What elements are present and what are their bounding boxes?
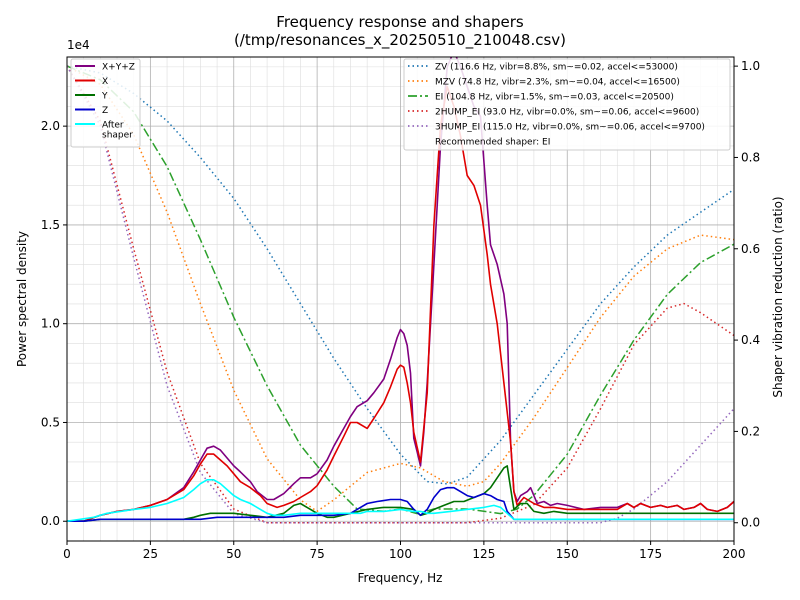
x-tick-label: 0	[63, 547, 71, 561]
y2-axis-label: Shaper vibration reduction (ratio)	[771, 196, 785, 397]
x-axis-label: Frequency, Hz	[358, 571, 443, 585]
series-line	[67, 85, 734, 522]
legend-label: X+Y+Z	[102, 63, 135, 73]
series-line	[67, 465, 734, 522]
series-line	[67, 65, 734, 513]
x-tick-label: 175	[639, 547, 662, 561]
x-tick-label: 75	[309, 547, 324, 561]
y-axis-label: Power spectral density	[15, 231, 29, 367]
x-tick-label: 50	[226, 547, 241, 561]
legend-label: After	[102, 121, 124, 131]
legend-label: EI (104.8 Hz, vibr=1.5%, sm~=0.03, accel…	[435, 93, 674, 103]
y2-tick-label: 0.8	[741, 150, 760, 164]
legend-label: 3HUMP_EI (115.0 Hz, vibr=0.0%, sm~=0.06,…	[435, 123, 705, 133]
y2-tick-label: 0.2	[741, 424, 760, 438]
y-scale-label: 1e4	[67, 38, 90, 52]
legend-label: shaper	[102, 131, 133, 141]
legend-label: MZV (74.8 Hz, vibr=2.3%, sm~=0.04, accel…	[435, 78, 680, 88]
series-line	[67, 65, 734, 524]
legend-label: ZV (116.6 Hz, vibr=8.8%, sm~=0.02, accel…	[435, 63, 678, 73]
legend-frame	[403, 58, 731, 151]
legend-label: 2HUMP_EI (93.0 Hz, vibr=0.0%, sm~=0.06, …	[435, 108, 699, 118]
series-line	[67, 65, 734, 485]
x-tick-label: 200	[723, 547, 746, 561]
y-tick-label: 1.0	[41, 317, 60, 331]
y2-tick-label: 0.6	[741, 242, 760, 256]
shaper-legend: ZV (116.6 Hz, vibr=8.8%, sm~=0.02, accel…	[403, 58, 731, 151]
x-tick-label: 150	[556, 547, 579, 561]
legend-label: Y	[101, 92, 108, 102]
y2-tick-label: 0.4	[741, 333, 760, 347]
plot-series	[67, 57, 734, 524]
legend-label: Z	[102, 106, 108, 116]
axis-ticks: 0 25 50 75 100 125 150 175 200 0.0 0.5 1.0 1.5 2.0 0.0…	[41, 59, 760, 561]
y-tick-label: 1.5	[41, 218, 60, 232]
x-tick-label: 100	[389, 547, 412, 561]
series-line	[67, 65, 734, 515]
y-tick-label: 2.0	[41, 119, 60, 133]
recommended-shaper-label: Recommended shaper: EI	[435, 138, 550, 148]
y-tick-label: 0.5	[41, 415, 60, 429]
y2-tick-label: 1.0	[741, 59, 760, 73]
chart-subtitle: (/tmp/resonances_x_20250510_210048.csv)	[234, 31, 566, 50]
series-line	[67, 479, 734, 522]
chart-title: Frequency response and shapers	[276, 13, 524, 31]
x-tick-label: 25	[143, 547, 158, 561]
x-tick-label: 125	[472, 547, 495, 561]
y2-tick-label: 0.0	[741, 516, 760, 530]
legend-label: X	[102, 77, 108, 87]
y-tick-label: 0.0	[41, 514, 60, 528]
